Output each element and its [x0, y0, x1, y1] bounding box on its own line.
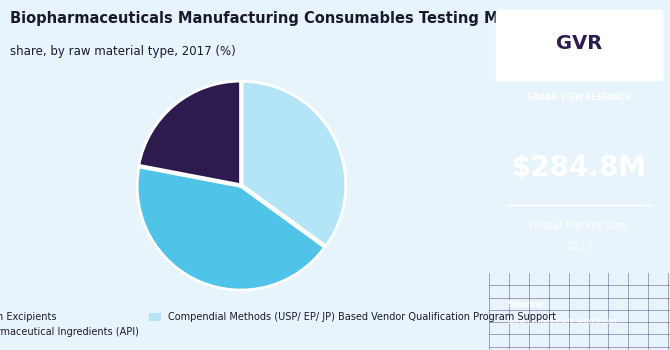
Wedge shape	[139, 81, 241, 185]
Point	[624, 271, 632, 275]
Point	[664, 348, 670, 350]
Point	[604, 271, 612, 275]
Point	[505, 271, 513, 275]
Point	[584, 348, 593, 350]
Point	[645, 348, 653, 350]
Text: share, by raw material type, 2017 (%): share, by raw material type, 2017 (%)	[10, 46, 236, 58]
Point	[565, 271, 573, 275]
Text: Source:: Source:	[507, 300, 546, 309]
Text: 2017: 2017	[566, 242, 593, 252]
Point	[503, 203, 511, 207]
Point	[485, 348, 493, 350]
Text: GRAND VIEW RESEARCH: GRAND VIEW RESEARCH	[527, 93, 632, 103]
Text: Global Market Size,: Global Market Size,	[529, 221, 630, 231]
Point	[604, 348, 612, 350]
Point	[545, 271, 553, 275]
Point	[624, 348, 632, 350]
Point	[648, 203, 656, 207]
Text: www.grandviewresearch.com: www.grandviewresearch.com	[507, 317, 620, 327]
Point	[485, 271, 493, 275]
Legend: Formulation Excipients, Active Pharmaceutical Ingredients (API), Compendial Meth: Formulation Excipients, Active Pharmaceu…	[0, 309, 560, 341]
Text: GVR: GVR	[556, 34, 603, 53]
Wedge shape	[242, 82, 346, 246]
Point	[525, 348, 533, 350]
Point	[525, 271, 533, 275]
Text: Biopharmaceuticals Manufacturing Consumables Testing Market: Biopharmaceuticals Manufacturing Consuma…	[10, 10, 542, 26]
Point	[565, 348, 573, 350]
FancyBboxPatch shape	[496, 10, 663, 80]
Wedge shape	[137, 167, 324, 290]
Text: $284.8M: $284.8M	[512, 154, 647, 182]
Point	[645, 271, 653, 275]
Point	[505, 348, 513, 350]
Point	[664, 271, 670, 275]
Point	[545, 348, 553, 350]
Point	[584, 271, 593, 275]
